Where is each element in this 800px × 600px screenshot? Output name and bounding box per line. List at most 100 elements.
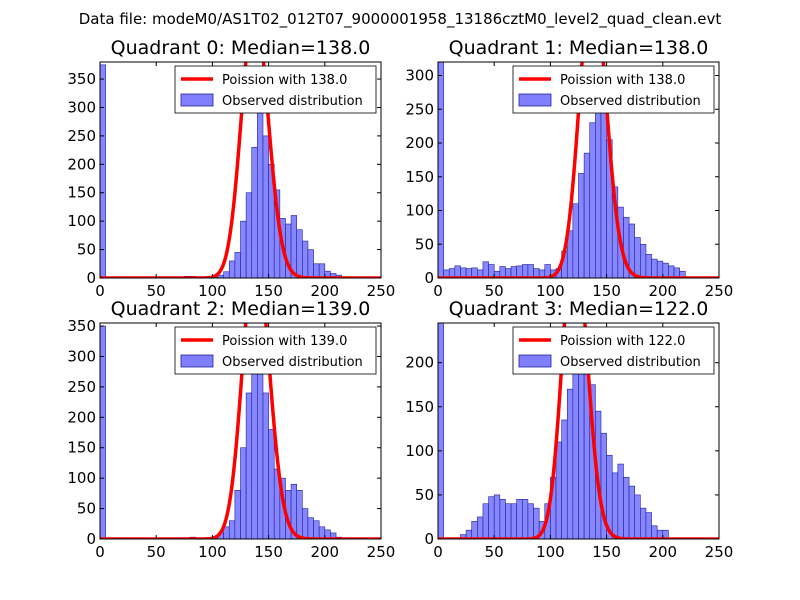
y-tick-label: 100 — [67, 469, 96, 487]
histogram-bar — [488, 264, 495, 278]
chart-title: Quadrant 0: Median=138.0 — [111, 37, 371, 59]
legend: Poission with 138.0 Observed distribution — [174, 65, 377, 114]
axes-frame — [99, 61, 382, 279]
histogram-bar — [313, 520, 320, 539]
histogram-bar — [313, 263, 320, 278]
histogram-bar — [251, 146, 258, 278]
x-tick-label: 0 — [433, 543, 443, 561]
x-tick-label: 250 — [367, 282, 396, 300]
histogram-bar — [245, 192, 253, 278]
y-tick-label: 150 — [67, 184, 96, 202]
y-tick-label: 150 — [405, 398, 434, 416]
histogram-bar — [645, 512, 652, 539]
legend-bar-swatch — [180, 93, 214, 107]
histogram-bar — [438, 323, 444, 539]
histogram-bar — [240, 220, 247, 278]
y-tick-label: 350 — [67, 317, 96, 335]
legend-label-observed: Observed distribution — [560, 355, 701, 370]
legend-label-poisson: Poission with 122.0 — [560, 334, 685, 349]
histogram-bar — [240, 447, 247, 539]
x-tick-label: 100 — [536, 543, 565, 561]
histogram-bar — [628, 485, 636, 539]
y-tick-label: 50 — [415, 235, 434, 253]
histogram-bar — [611, 472, 619, 539]
y-tick-label: 150 — [405, 168, 434, 186]
x-tick-label: 100 — [198, 282, 227, 300]
histogram-bar — [223, 271, 230, 278]
histogram-bar — [566, 388, 574, 539]
legend-bar-swatch — [518, 354, 552, 368]
y-tick-label: 250 — [405, 100, 434, 118]
x-tick-label: 200 — [310, 543, 339, 561]
legend-label-poisson: Poission with 138.0 — [222, 73, 347, 88]
x-tick-label: 100 — [536, 282, 565, 300]
y-tick-label: 250 — [67, 127, 96, 145]
y-tick-label: 250 — [67, 378, 96, 396]
x-tick-label: 50 — [485, 282, 504, 300]
histogram-bar — [510, 503, 517, 539]
histogram-bar — [679, 270, 686, 278]
x-tick-label: 250 — [705, 543, 734, 561]
histogram-bar — [645, 254, 652, 278]
x-tick-label: 0 — [433, 282, 443, 300]
y-tick-label: 0 — [424, 530, 434, 548]
histogram-bar — [617, 463, 624, 539]
histogram-bar — [499, 499, 506, 539]
x-tick-label: 200 — [310, 282, 339, 300]
y-tick-label: 50 — [415, 486, 434, 504]
x-tick-label: 150 — [254, 543, 283, 561]
histogram-bar — [228, 520, 236, 539]
histogram-bars — [438, 323, 669, 539]
histogram-bar — [493, 494, 501, 539]
chart-title: Quadrant 1: Median=138.0 — [449, 37, 709, 59]
histogram-bar — [623, 476, 630, 539]
y-tick-label: 0 — [86, 530, 96, 548]
plot-area — [100, 323, 381, 539]
histogram-bar — [521, 499, 529, 539]
legend-label-observed: Observed distribution — [560, 94, 701, 109]
histogram-bar — [296, 229, 303, 278]
histogram-bar — [251, 368, 258, 539]
histogram-bar — [245, 392, 253, 539]
chart-panel-3: 0 50 100 150 200 250 0 50 100 150 200 Quadrant 3: M… — [405, 298, 734, 561]
histogram-bar — [100, 64, 106, 278]
histogram-bar — [482, 503, 489, 539]
histogram-bar — [302, 508, 309, 539]
legend-label-observed: Observed distribution — [222, 94, 363, 109]
histogram-bar — [656, 260, 664, 278]
histogram-bar — [302, 240, 309, 278]
legend-bar-swatch — [180, 354, 214, 368]
histogram-bar — [521, 264, 529, 278]
histogram-bar — [228, 260, 236, 278]
y-tick-label: 200 — [405, 134, 434, 152]
x-tick-label: 250 — [367, 543, 396, 561]
x-tick-label: 50 — [485, 543, 504, 561]
legend-bar-swatch — [518, 93, 552, 107]
histogram-bar — [572, 203, 579, 278]
x-tick-label: 100 — [198, 543, 227, 561]
x-tick-label: 200 — [648, 543, 677, 561]
figure-suptitle: Data file: modeM0/AS1T02_012T07_90000019… — [79, 10, 722, 29]
y-tick-label: 50 — [77, 500, 96, 518]
histogram-bar — [600, 108, 607, 278]
histogram-bar — [662, 262, 669, 278]
poisson-curve — [100, 62, 381, 278]
chart-panel-0: 0 50 100 150 200 250 0 50 100 150 200 250 300 350 Quad… — [67, 37, 396, 300]
histogram-bar — [262, 392, 269, 539]
legend: Poission with 122.0 Observed distribution — [512, 326, 715, 375]
y-tick-label: 300 — [405, 67, 434, 85]
x-tick-label: 50 — [147, 543, 166, 561]
chart-panel-2: 0 50 100 150 200 250 0 50 100 150 200 250 300 350 Quad… — [67, 298, 396, 561]
histogram-bar — [454, 265, 461, 278]
histogram-bar — [100, 325, 106, 539]
plot-area — [438, 62, 719, 278]
histogram-bar — [307, 517, 314, 539]
y-tick-label: 300 — [67, 347, 96, 365]
y-tick-label: 200 — [67, 155, 96, 173]
x-tick-label: 0 — [95, 543, 105, 561]
histogram-bar — [634, 237, 641, 278]
x-tick-label: 250 — [705, 282, 734, 300]
axes-frame — [437, 61, 720, 279]
histogram-bar — [651, 258, 658, 278]
